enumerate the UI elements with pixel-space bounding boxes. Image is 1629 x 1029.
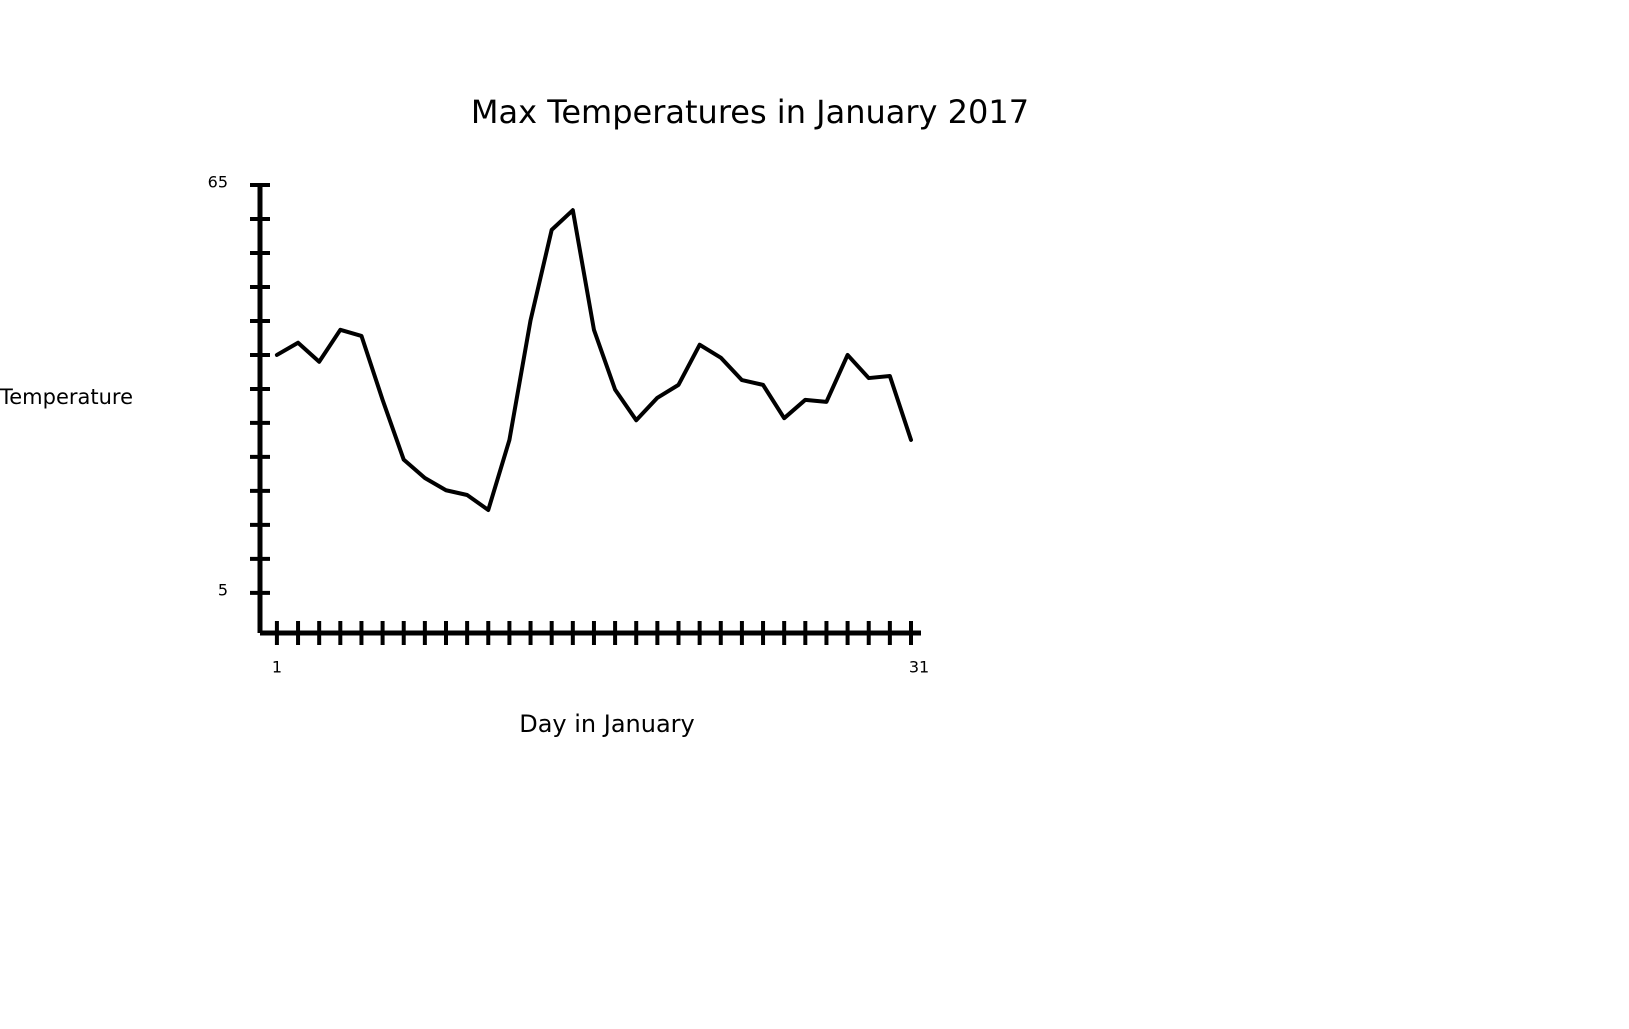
chart-title: Max Temperatures in January 2017 (471, 93, 1029, 131)
x-tick-label: 31 (909, 658, 929, 677)
y-axis-label: Temperature (0, 385, 133, 409)
y-tick-label: 5 (218, 580, 228, 599)
x-axis-label: Day in January (519, 710, 695, 738)
y-tick-label: 65 (208, 173, 228, 192)
data-line (274, 208, 913, 512)
x-tick-label: 1 (272, 658, 282, 677)
